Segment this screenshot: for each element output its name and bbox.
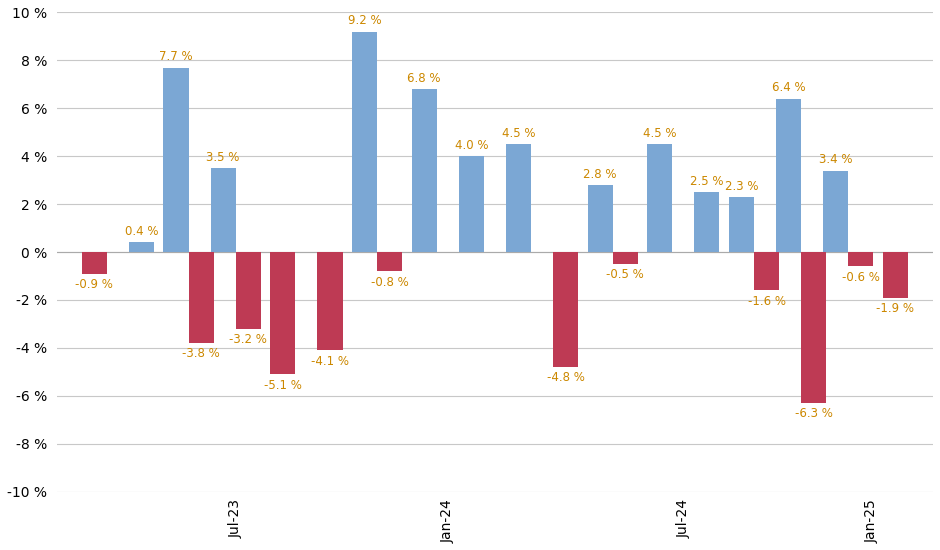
Bar <box>613 252 637 264</box>
Text: 6.4 %: 6.4 % <box>772 81 806 95</box>
Bar <box>506 144 531 252</box>
Bar <box>848 252 873 266</box>
Bar <box>883 252 908 298</box>
Text: -6.3 %: -6.3 % <box>794 408 833 420</box>
Bar <box>588 185 613 252</box>
Bar <box>129 243 154 252</box>
Text: -1.6 %: -1.6 % <box>747 295 786 307</box>
Bar <box>271 252 295 374</box>
Bar <box>377 252 402 271</box>
Text: -0.9 %: -0.9 % <box>75 278 114 291</box>
Text: 2.5 %: 2.5 % <box>690 175 724 188</box>
Bar <box>801 252 826 403</box>
Bar <box>352 31 377 252</box>
Text: 4.5 %: 4.5 % <box>502 127 535 140</box>
Text: -3.2 %: -3.2 % <box>229 333 267 346</box>
Text: -4.1 %: -4.1 % <box>311 355 349 367</box>
Text: 3.5 %: 3.5 % <box>207 151 240 164</box>
Bar <box>553 252 578 367</box>
Text: 3.4 %: 3.4 % <box>819 153 853 166</box>
Bar <box>211 168 236 252</box>
Text: -0.5 %: -0.5 % <box>606 268 644 282</box>
Bar <box>164 68 189 252</box>
Text: 4.5 %: 4.5 % <box>643 127 677 140</box>
Text: -0.8 %: -0.8 % <box>370 276 409 289</box>
Text: -1.9 %: -1.9 % <box>876 302 915 315</box>
Text: -4.8 %: -4.8 % <box>546 371 585 384</box>
Bar <box>459 156 484 252</box>
Text: 6.8 %: 6.8 % <box>407 72 441 85</box>
Text: 2.3 %: 2.3 % <box>725 180 759 192</box>
Bar <box>189 252 213 343</box>
Bar <box>776 98 801 252</box>
Text: -3.8 %: -3.8 % <box>182 348 220 360</box>
Text: 0.4 %: 0.4 % <box>125 225 158 238</box>
Bar <box>648 144 672 252</box>
Bar <box>728 197 754 252</box>
Bar <box>236 252 260 329</box>
Bar <box>412 89 437 252</box>
Text: 4.0 %: 4.0 % <box>455 139 488 152</box>
Bar <box>695 192 719 252</box>
Bar <box>823 170 848 252</box>
Text: 7.7 %: 7.7 % <box>159 50 193 63</box>
Text: -5.1 %: -5.1 % <box>264 378 302 392</box>
Text: 2.8 %: 2.8 % <box>584 168 617 180</box>
Bar <box>754 252 779 290</box>
Bar <box>82 252 107 273</box>
Text: -0.6 %: -0.6 % <box>842 271 880 284</box>
Text: 9.2 %: 9.2 % <box>348 14 382 28</box>
Bar <box>318 252 342 350</box>
